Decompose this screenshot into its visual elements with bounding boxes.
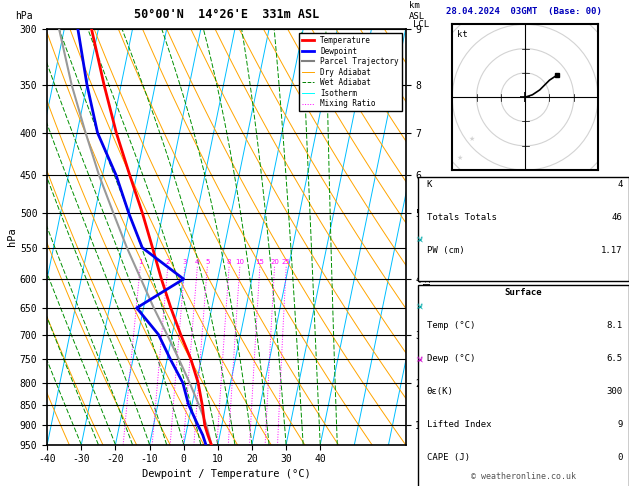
Text: LCL: LCL	[413, 20, 429, 29]
Text: ✈: ✈	[412, 300, 425, 313]
Text: 20: 20	[270, 259, 279, 265]
Text: $★$: $★$	[455, 154, 464, 162]
Text: Dewp (°C): Dewp (°C)	[426, 354, 475, 363]
Text: 8.1: 8.1	[606, 321, 623, 330]
FancyBboxPatch shape	[418, 177, 629, 281]
Text: hPa: hPa	[15, 11, 33, 21]
Text: CAPE (J): CAPE (J)	[426, 453, 470, 462]
Text: Mixing Ratio (g/kg): Mixing Ratio (g/kg)	[425, 186, 433, 288]
Text: K: K	[426, 180, 432, 189]
Text: 46: 46	[612, 213, 623, 222]
Text: PW (cm): PW (cm)	[426, 246, 464, 255]
Text: 1.17: 1.17	[601, 246, 623, 255]
Text: 1: 1	[138, 259, 143, 265]
X-axis label: Dewpoint / Temperature (°C): Dewpoint / Temperature (°C)	[142, 469, 311, 479]
Legend: Temperature, Dewpoint, Parcel Trajectory, Dry Adiabat, Wet Adiabat, Isotherm, Mi: Temperature, Dewpoint, Parcel Trajectory…	[299, 33, 402, 111]
Text: 10: 10	[235, 259, 244, 265]
Text: $★$: $★$	[468, 134, 476, 143]
Text: 8: 8	[227, 259, 231, 265]
Text: Surface: Surface	[504, 288, 542, 297]
Text: 9: 9	[617, 420, 623, 429]
Text: Lifted Index: Lifted Index	[426, 420, 491, 429]
Text: 25: 25	[282, 259, 291, 265]
FancyBboxPatch shape	[418, 285, 629, 486]
Text: ✈: ✈	[412, 233, 425, 246]
Text: 2: 2	[165, 259, 170, 265]
Text: kt: kt	[457, 30, 467, 39]
Text: km
ASL: km ASL	[409, 1, 425, 21]
Text: 4: 4	[195, 259, 199, 265]
Text: θε(K): θε(K)	[426, 387, 454, 396]
Text: 28.04.2024  03GMT  (Base: 00): 28.04.2024 03GMT (Base: 00)	[445, 7, 601, 17]
Y-axis label: hPa: hPa	[7, 227, 17, 246]
Text: Temp (°C): Temp (°C)	[426, 321, 475, 330]
Text: 5: 5	[205, 259, 209, 265]
Text: ✈: ✈	[412, 353, 425, 366]
Text: 300: 300	[606, 387, 623, 396]
Text: 50°00'N  14°26'E  331m ASL: 50°00'N 14°26'E 331m ASL	[134, 8, 319, 21]
Text: © weatheronline.co.uk: © weatheronline.co.uk	[471, 472, 576, 481]
Text: 3: 3	[182, 259, 187, 265]
Text: 6.5: 6.5	[606, 354, 623, 363]
Text: 0: 0	[617, 453, 623, 462]
Text: 4: 4	[617, 180, 623, 189]
Text: Totals Totals: Totals Totals	[426, 213, 496, 222]
Text: 15: 15	[255, 259, 264, 265]
